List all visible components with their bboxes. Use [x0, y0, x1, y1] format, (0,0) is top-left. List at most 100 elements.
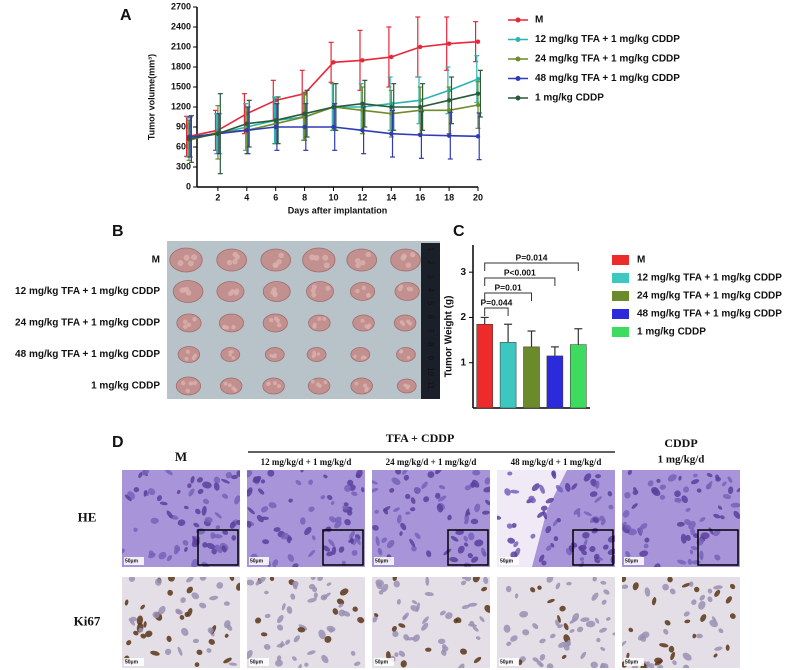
cell-nucleus: [326, 582, 332, 586]
tumor-nodule: [185, 388, 191, 394]
series-point: [446, 98, 452, 103]
legend-label: M: [637, 255, 645, 266]
cell-nucleus: [511, 522, 517, 529]
cell-nucleus: [410, 507, 416, 512]
cell-nucleus: [188, 488, 195, 497]
series-point: [418, 104, 423, 110]
scale-bar-bg: [499, 658, 519, 666]
scale-bar-label: 50μm: [250, 558, 264, 564]
cell-nucleus: [692, 633, 697, 639]
cell-nucleus: [166, 510, 173, 519]
cell-nucleus: [199, 602, 207, 609]
cell-nucleus: [214, 544, 223, 554]
cell-nucleus: [211, 548, 217, 555]
cell-nucleus: [540, 505, 548, 511]
y-tick-label: 2100: [171, 41, 191, 51]
cell-nucleus: [472, 626, 479, 632]
tumor-nodule: [182, 319, 188, 325]
cell-nucleus: [539, 484, 545, 494]
micrograph: 50μm: [622, 470, 740, 567]
cell-nucleus: [713, 529, 721, 537]
cell-nucleus: [231, 535, 237, 541]
cell-nucleus: [601, 599, 607, 605]
cell-nucleus: [262, 539, 270, 545]
cell-nucleus: [725, 644, 730, 651]
cell-nucleus: [208, 638, 215, 645]
tumor-nodule: [276, 258, 282, 265]
cell-nucleus: [672, 660, 677, 666]
cell-nucleus: [713, 585, 723, 590]
cell-nucleus: [532, 623, 539, 630]
cell-nucleus: [461, 577, 466, 580]
cell-nucleus: [212, 534, 223, 539]
series-point: [360, 128, 365, 133]
cell-nucleus: [405, 511, 411, 515]
cell-nucleus: [639, 550, 649, 557]
cell-nucleus: [632, 489, 639, 496]
tumor: [350, 377, 373, 395]
cell-nucleus: [573, 508, 581, 515]
micrograph: 50μm: [372, 470, 490, 567]
cell-nucleus: [140, 604, 146, 610]
cell-nucleus: [421, 481, 428, 489]
cell-nucleus: [338, 603, 344, 608]
tumor-nodule: [406, 319, 411, 324]
cell-nucleus: [400, 660, 407, 668]
cell-nucleus: [167, 589, 173, 596]
bar: [499, 342, 517, 409]
y-tick-label: 0: [186, 181, 191, 191]
cell-nucleus: [551, 470, 557, 479]
cell-nucleus: [457, 545, 465, 554]
cell-nucleus: [247, 520, 252, 528]
micrograph: 50μm: [497, 470, 615, 567]
micrograph: 50μm: [247, 470, 365, 567]
cell-nucleus: [336, 598, 345, 605]
cell-nucleus: [463, 535, 468, 542]
cell-nucleus: [287, 535, 293, 541]
series-point: [244, 121, 249, 126]
series-point: [418, 132, 423, 138]
cell-nucleus: [312, 586, 318, 593]
cell-nucleus: [606, 617, 611, 621]
cell-nucleus: [668, 645, 675, 653]
cell-nucleus: [674, 490, 681, 498]
tumor-nodule: [271, 287, 277, 293]
inset-box: [697, 529, 739, 566]
cell-nucleus: [166, 635, 172, 643]
tumor-nodule: [271, 354, 275, 359]
tumor-nodule: [276, 322, 282, 328]
panel-label: A: [120, 7, 132, 24]
series-point: [475, 76, 481, 82]
cell-nucleus: [678, 475, 682, 481]
significance-bracket: [484, 307, 509, 316]
cell-nucleus: [602, 544, 609, 550]
cell-nucleus: [223, 601, 230, 606]
cell-nucleus: [176, 489, 181, 495]
cell-nucleus: [522, 629, 530, 636]
cell-nucleus: [204, 517, 213, 523]
tumor: [218, 313, 245, 333]
cell-nucleus: [341, 560, 346, 566]
cell-nucleus: [435, 470, 443, 475]
cell-nucleus: [622, 510, 630, 518]
scale-bar-bg: [374, 557, 394, 565]
tissue-bg: [122, 470, 240, 567]
cell-nucleus: [304, 662, 309, 667]
cell-nucleus: [143, 490, 148, 497]
cell-nucleus: [653, 563, 661, 567]
cell-nucleus: [510, 551, 518, 559]
cell-nucleus: [136, 615, 144, 626]
panel-label: D: [112, 434, 124, 451]
cell-nucleus: [699, 594, 706, 601]
cell-nucleus: [690, 546, 698, 551]
cell-nucleus: [667, 474, 677, 482]
inset-box: [322, 529, 364, 566]
tumor-nodule: [233, 388, 238, 393]
tumor: [262, 281, 291, 302]
row-label: HE: [78, 509, 97, 524]
cell-nucleus: [339, 588, 349, 596]
tumor-nodule: [363, 383, 368, 388]
cell-nucleus: [405, 493, 411, 500]
cell-nucleus: [651, 597, 657, 606]
